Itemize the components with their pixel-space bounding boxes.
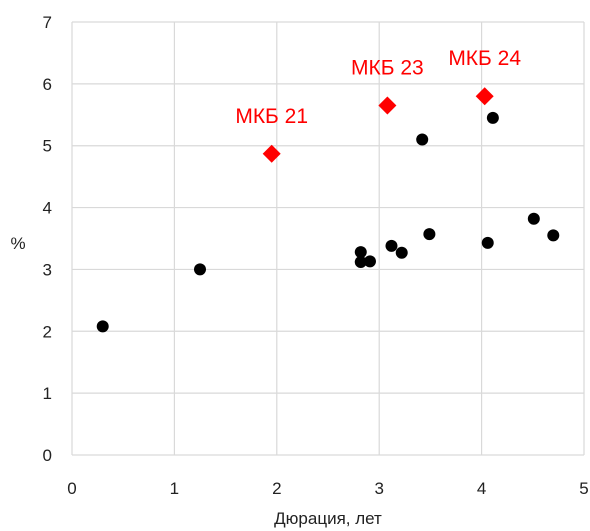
- x-tick-label: 3: [374, 479, 383, 498]
- point-label: МКБ 24: [448, 47, 521, 70]
- y-tick-label: 3: [43, 260, 52, 279]
- black-dot-point: [385, 239, 398, 252]
- black-dot-point: [527, 212, 540, 225]
- data-points: [96, 87, 560, 333]
- x-tick-label: 0: [67, 479, 76, 498]
- black-dot-point: [395, 246, 408, 259]
- y-tick-label: 1: [43, 384, 52, 403]
- x-tick-label: 5: [579, 479, 588, 498]
- point-label: МКБ 23: [351, 57, 424, 80]
- y-tick-label: 2: [43, 322, 52, 341]
- point-label: МКБ 21: [235, 105, 308, 128]
- black-dot-point: [486, 111, 499, 124]
- red-diamond-point: [262, 144, 281, 163]
- black-dot-point: [354, 246, 367, 259]
- x-tick-label: 1: [170, 479, 179, 498]
- red-diamond-point: [475, 87, 494, 106]
- black-dot-point: [96, 320, 109, 333]
- black-dot-point: [354, 256, 367, 269]
- x-tick-label: 2: [272, 479, 281, 498]
- black-dot-point: [547, 229, 560, 242]
- y-tick-label: 4: [43, 199, 52, 218]
- tick-labels: 0 1 2 3 4 5 0 1 2 3 4 5 6 7: [43, 13, 589, 498]
- x-tick-label: 4: [477, 479, 486, 498]
- y-tick-label: 6: [43, 75, 52, 94]
- point-labels: МКБ 21 МКБ 23 МКБ 24: [235, 47, 521, 128]
- y-tick-label: 5: [43, 137, 52, 156]
- y-axis-title: %: [10, 234, 25, 253]
- black-dot-point: [423, 228, 436, 241]
- y-tick-label: 7: [43, 13, 52, 32]
- y-tick-label: 0: [43, 446, 52, 465]
- black-dot-point: [363, 255, 376, 268]
- gridlines: [71, 21, 585, 456]
- x-axis-title: Дюрация, лет: [274, 509, 382, 528]
- red-diamond-point: [378, 96, 397, 115]
- black-dot-point: [416, 133, 429, 146]
- black-dot-point: [481, 236, 494, 249]
- black-dot-point: [194, 263, 206, 276]
